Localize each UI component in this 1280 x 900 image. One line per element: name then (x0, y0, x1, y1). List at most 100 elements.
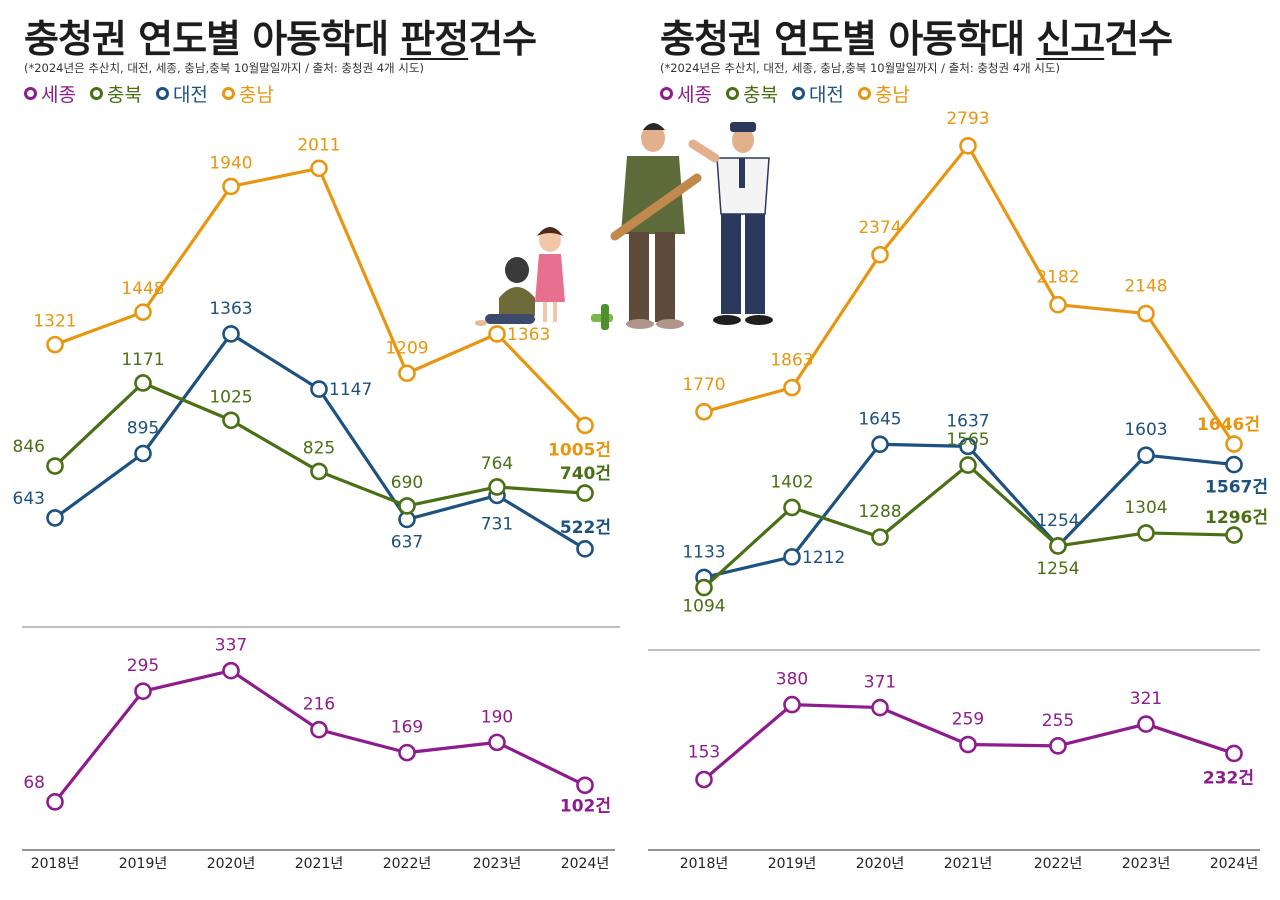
legend-chungbuk: 충북 (725, 80, 778, 107)
data-label-chungnam: 1363 (507, 325, 550, 345)
data-label-sejong: 68 (23, 773, 45, 793)
legend-daejeon: 대전 (155, 80, 208, 107)
data-point-sejong (310, 720, 328, 739)
girl-icon (535, 227, 565, 322)
data-point-chungbuk (1225, 526, 1243, 544)
data-label-daejeon: 731 (481, 514, 513, 534)
data-point-sejong (1137, 715, 1155, 733)
data-label-chungbuk: 1304 (1124, 498, 1167, 518)
data-point-chungbuk (488, 478, 506, 496)
data-point-sejong (1225, 744, 1243, 763)
data-label-daejeon: 1637 (946, 411, 989, 431)
x-tick-label: 2022년 (1034, 856, 1083, 872)
data-label-daejeon: 643 (13, 489, 45, 509)
legend-ring-icon (791, 87, 805, 100)
data-point-chungbuk (134, 374, 152, 392)
data-point-daejeon (576, 540, 594, 558)
data-point-chungnam (871, 245, 889, 264)
data-point-chungbuk (576, 484, 594, 502)
data-label-chungbuk: 1025 (209, 387, 252, 407)
data-label-total-sejong: 232건 (1203, 768, 1254, 788)
data-label-chungnam: 2374 (858, 218, 901, 238)
data-point-chungnam (222, 177, 240, 196)
data-label-sejong: 153 (688, 743, 720, 763)
x-tick-label: 2023년 (473, 856, 522, 872)
x-tick-label: 2019년 (119, 856, 168, 872)
data-label-daejeon: 1363 (209, 299, 252, 319)
left-line-chart: 2018년 2019년 2020년 2021년 2022년 2023년 2024년 1321 1… (13, 135, 620, 872)
data-label-sejong: 190 (481, 707, 513, 727)
data-label-chungbuk: 1171 (121, 350, 164, 370)
data-point-chungnam (488, 325, 506, 343)
data-point-sejong (222, 661, 240, 680)
data-point-sejong (1049, 737, 1067, 755)
data-label-chungnam: 2182 (1036, 268, 1079, 288)
right-line-chart: 2018년 2019년 2020년 2021년 2022년 2023년 2024년 1770 1… (648, 109, 1268, 872)
data-point-chungnam (695, 402, 713, 421)
data-label-chungbuk: 1254 (1036, 559, 1079, 579)
data-label-chungbuk: 846 (13, 437, 45, 457)
data-label-chungnam: 1448 (121, 279, 164, 299)
data-point-daejeon (959, 437, 977, 456)
data-label-total-daejeon: 1567건 (1205, 478, 1268, 498)
man-with-bat-icon (610, 123, 702, 329)
legend-ring-icon (857, 87, 871, 100)
data-label-sejong: 321 (1130, 689, 1162, 709)
data-label-chungbuk: 1094 (682, 597, 725, 617)
data-point-chungnam (1137, 304, 1155, 323)
data-point-sejong (871, 698, 889, 717)
data-point-chungbuk (398, 497, 416, 515)
legend-ring-icon (155, 87, 169, 100)
legend-ring-icon (725, 87, 739, 100)
data-point-sejong (576, 776, 594, 795)
data-label-chungbuk: 764 (481, 454, 513, 474)
data-label-sejong: 380 (776, 670, 808, 690)
x-tick-label: 2018년 (31, 856, 80, 872)
data-label-total-chungbuk: 740건 (560, 464, 611, 484)
x-tick-label: 2022년 (383, 856, 432, 872)
data-label-chungnam: 1321 (33, 312, 76, 332)
x-tick-label: 2021년 (295, 856, 344, 872)
data-point-chungnam (576, 416, 594, 435)
police-officer-icon (688, 122, 773, 325)
right-chart-title: 충청권 연도별 아동학대 신고건수 (660, 17, 1173, 61)
data-label-chungbuk: 1288 (858, 502, 901, 522)
data-label-total-chungbuk: 1296건 (1205, 508, 1268, 528)
data-point-chungbuk (783, 498, 801, 517)
data-point-daejeon (1137, 446, 1155, 465)
data-point-daejeon (871, 435, 889, 454)
legend-sejong: 세종 (24, 80, 76, 107)
x-tick-label: 2020년 (856, 856, 905, 872)
data-label-chungnam: 2793 (946, 109, 989, 129)
data-label-total-chungnam: 1005건 (548, 440, 611, 460)
right-chart-note: (*2024년은 추산치, 대전, 세종, 충남,충북 10월말일까지 / 출처… (660, 61, 1060, 75)
data-point-daejeon (783, 548, 801, 566)
data-point-daejeon (222, 325, 240, 343)
data-point-sejong (959, 735, 977, 754)
data-label-chungnam: 1770 (682, 375, 725, 395)
data-label-total-chungnam: 1646건 (1197, 415, 1260, 435)
data-point-chungbuk (222, 411, 240, 430)
data-label-chungnam: 1863 (770, 351, 813, 371)
data-point-sejong (398, 743, 416, 762)
data-label-chungbuk: 825 (303, 438, 335, 458)
x-tick-label: 2018년 (680, 856, 729, 872)
data-point-daejeon (310, 380, 328, 398)
data-label-sejong: 259 (952, 710, 984, 730)
data-point-chungnam (1049, 295, 1067, 314)
data-label-total-sejong: 102건 (560, 796, 611, 816)
data-label-sejong: 216 (303, 695, 335, 715)
data-label-daejeon: 1645 (858, 409, 901, 429)
data-label-sejong: 295 (127, 656, 159, 676)
x-tick-label: 2023년 (1122, 856, 1171, 872)
data-point-sejong (488, 733, 506, 752)
data-label-daejeon: 895 (127, 419, 159, 439)
legend-chungbuk: 충북 (89, 80, 142, 107)
x-tick-label: 2021년 (944, 856, 993, 872)
legend-sejong: 세종 (660, 80, 712, 107)
data-label-chungbuk: 690 (391, 473, 423, 493)
data-point-sejong (783, 695, 801, 714)
left-chart-note: (*2024년은 추산치, 대전, 세종, 충남,충북 10월말일까지 / 출처… (24, 61, 424, 75)
left-chart-title: 충청권 연도별 아동학대 판정건수 (24, 17, 537, 61)
